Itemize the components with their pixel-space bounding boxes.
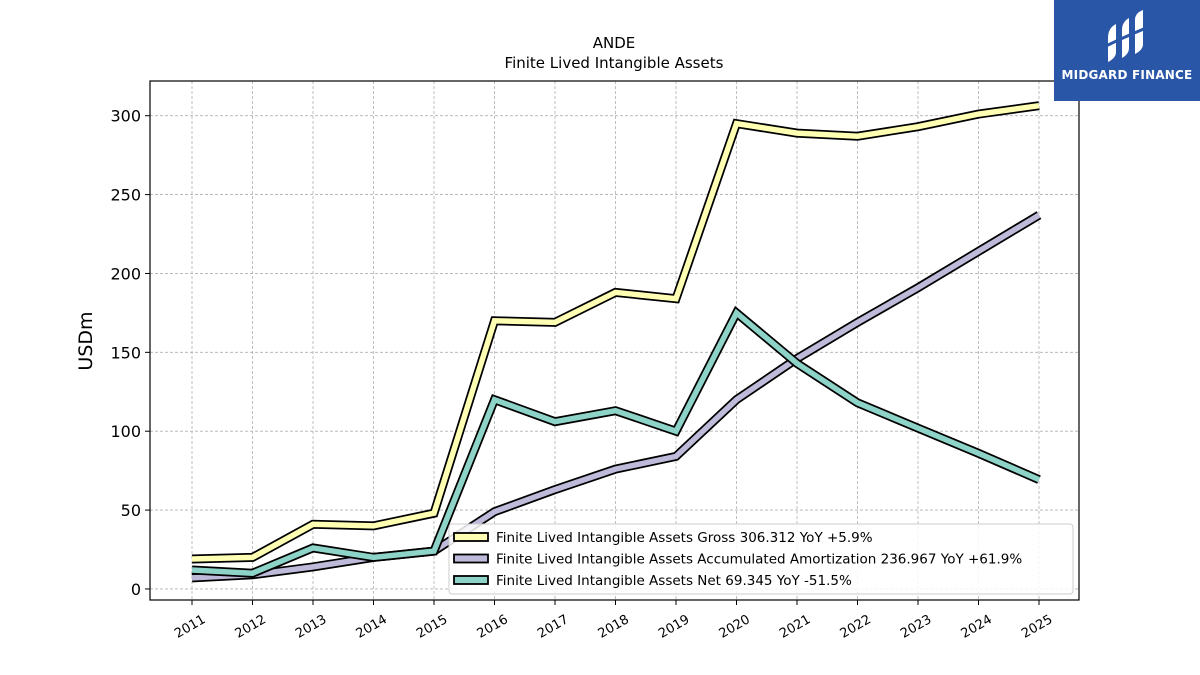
plot-frame — [149, 80, 1080, 601]
y-tick-label: 150 — [110, 343, 141, 362]
x-tick-label: 2014 — [354, 612, 390, 642]
x-tick-label: 2020 — [717, 612, 753, 642]
y-axis-label: USDm — [75, 311, 97, 370]
brand-name: MIDGARD FINANCE — [1061, 68, 1193, 82]
legend-swatch — [453, 532, 489, 542]
legend-label: Finite Lived Intangible Assets Accumulat… — [496, 552, 1022, 568]
x-tick-label: 2017 — [535, 612, 571, 642]
chart-title: ANDE — [593, 34, 636, 52]
series-line — [191, 102, 1040, 562]
series-lines — [191, 101, 1042, 583]
y-tick-label: 0 — [131, 580, 141, 599]
legend-swatch — [453, 575, 489, 585]
y-axis: 0 50 100 150 200 250 300 — [110, 107, 150, 599]
x-tick-label: 2021 — [777, 612, 813, 642]
chart-subtitle: Finite Lived Intangible Assets — [505, 54, 724, 72]
series-line — [191, 308, 1041, 576]
x-tick-label: 2016 — [475, 612, 511, 642]
grid — [150, 81, 1079, 600]
x-tick-label: 2015 — [414, 612, 450, 642]
x-tick-label: 2019 — [656, 612, 692, 642]
x-axis: 2011 2012 2013 2014 2015 2016 2017 2018 2019 2020… — [172, 600, 1055, 642]
legend-label: Finite Lived Intangible Assets Gross 306… — [496, 530, 873, 546]
legend-label: Finite Lived Intangible Assets Net 69.34… — [496, 573, 852, 589]
legend-swatch — [453, 553, 489, 564]
brand-mark-icon — [1105, 10, 1147, 62]
x-tick-label: 2012 — [233, 612, 269, 642]
x-tick-label: 2011 — [172, 612, 208, 642]
y-tick-label: 100 — [110, 422, 141, 441]
x-tick-label: 2022 — [838, 612, 874, 642]
x-tick-label: 2018 — [596, 612, 632, 642]
x-tick-label: 2023 — [898, 612, 934, 642]
x-tick-label: 2025 — [1019, 612, 1055, 642]
y-tick-label: 250 — [110, 186, 141, 205]
y-tick-label: 300 — [110, 107, 141, 126]
y-tick-label: 50 — [121, 501, 141, 520]
x-tick-label: 2013 — [293, 612, 329, 642]
y-tick-label: 200 — [110, 264, 141, 283]
brand-logo: MIDGARD FINANCE — [1054, 0, 1200, 101]
series-line — [191, 212, 1041, 581]
legend-box — [448, 523, 1074, 595]
legend: Finite Lived Intangible Assets Gross 306… — [448, 523, 1074, 595]
x-tick-label: 2024 — [959, 612, 995, 642]
